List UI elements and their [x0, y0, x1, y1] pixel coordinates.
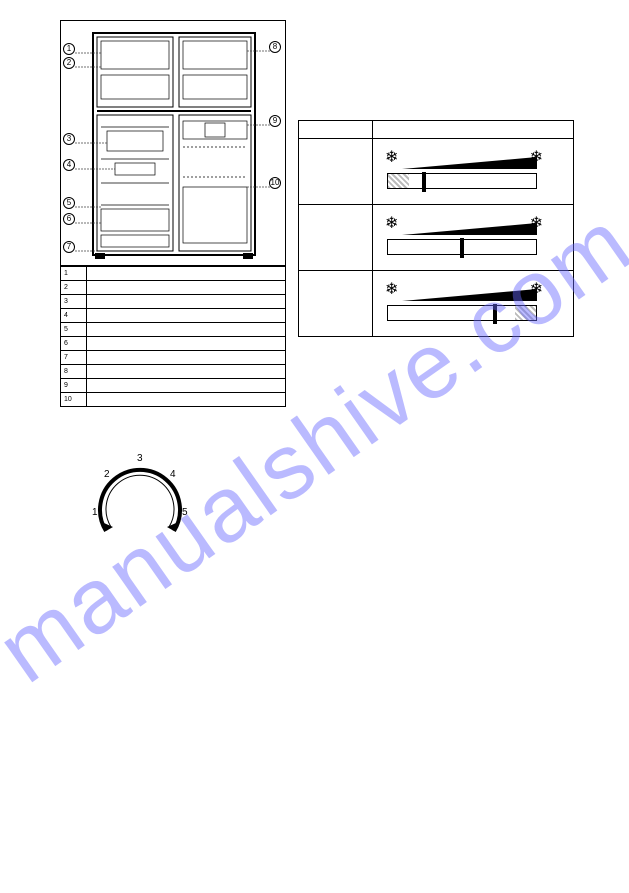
thermostat-dial: 1 2 3 4 5	[60, 447, 270, 557]
parts-row-label	[87, 351, 286, 365]
fridge-diagram: 1 2 3 4 5 6 7 8 9 10	[60, 20, 286, 266]
parts-row: 5	[61, 323, 286, 337]
callout-4: 4	[63, 159, 75, 171]
parts-row-label	[87, 337, 286, 351]
parts-row: 1	[61, 267, 286, 281]
parts-row-num: 6	[61, 337, 87, 351]
parts-row-num: 1	[61, 267, 87, 281]
callout-9: 9	[269, 115, 281, 127]
parts-row-num: 8	[61, 365, 87, 379]
parts-row: 10	[61, 393, 286, 407]
ctrl-row-label	[299, 139, 373, 205]
parts-row: 4	[61, 309, 286, 323]
gauge-wedge	[387, 223, 537, 237]
gauge-bar	[387, 239, 537, 255]
parts-table: 12345678910	[60, 266, 286, 407]
ctrl-row-label	[299, 271, 373, 337]
parts-row-num: 9	[61, 379, 87, 393]
dial-label-4: 4	[170, 469, 176, 480]
gauge-indicator	[460, 238, 464, 258]
parts-row: 6	[61, 337, 286, 351]
parts-row-num: 10	[61, 393, 87, 407]
parts-row-label	[87, 267, 286, 281]
parts-row: 7	[61, 351, 286, 365]
parts-row: 9	[61, 379, 286, 393]
ctrl-row-gauge: ❄❄	[373, 271, 574, 337]
callout-6: 6	[63, 213, 75, 225]
parts-row-num: 4	[61, 309, 87, 323]
ctrl-row: ❄❄	[299, 205, 574, 271]
ctrl-row-label	[299, 205, 373, 271]
callout-10: 10	[269, 177, 281, 189]
dial-label-2: 2	[104, 469, 110, 480]
parts-row: 3	[61, 295, 286, 309]
gauge-bar	[387, 305, 537, 321]
parts-row-num: 7	[61, 351, 87, 365]
callout-7: 7	[63, 241, 75, 253]
freezer-control-table: ❄❄❄❄❄❄	[298, 120, 574, 337]
body-text-left	[60, 490, 300, 494]
dial-label-3: 3	[137, 453, 143, 464]
dial-label-5: 5	[182, 507, 188, 518]
gauge-bar	[387, 173, 537, 189]
parts-row: 2	[61, 281, 286, 295]
parts-row-num: 5	[61, 323, 87, 337]
parts-row: 8	[61, 365, 286, 379]
ctrl-row: ❄❄	[299, 139, 574, 205]
callout-1: 1	[63, 43, 75, 55]
parts-row-label	[87, 295, 286, 309]
gauge-wedge	[387, 157, 537, 171]
parts-row-label	[87, 393, 286, 407]
callout-5: 5	[63, 197, 75, 209]
parts-row-label	[87, 379, 286, 393]
gauge-indicator	[422, 172, 426, 192]
body-text-right	[322, 360, 562, 364]
parts-row-num: 3	[61, 295, 87, 309]
ctrl-row-gauge: ❄❄	[373, 139, 574, 205]
ctrl-row: ❄❄	[299, 271, 574, 337]
parts-row-label	[87, 365, 286, 379]
gauge-wedge	[387, 289, 537, 303]
callout-2: 2	[63, 57, 75, 69]
callout-8: 8	[269, 41, 281, 53]
dial-label-1: 1	[92, 507, 98, 518]
parts-row-label	[87, 281, 286, 295]
parts-row-num: 2	[61, 281, 87, 295]
callout-3: 3	[63, 133, 75, 145]
ctrl-row-gauge: ❄❄	[373, 205, 574, 271]
ctrl-header-right	[373, 121, 574, 139]
parts-row-label	[87, 323, 286, 337]
ctrl-header-left	[299, 121, 373, 139]
fridge-svg	[67, 27, 281, 261]
parts-row-label	[87, 309, 286, 323]
gauge-indicator	[493, 304, 497, 324]
